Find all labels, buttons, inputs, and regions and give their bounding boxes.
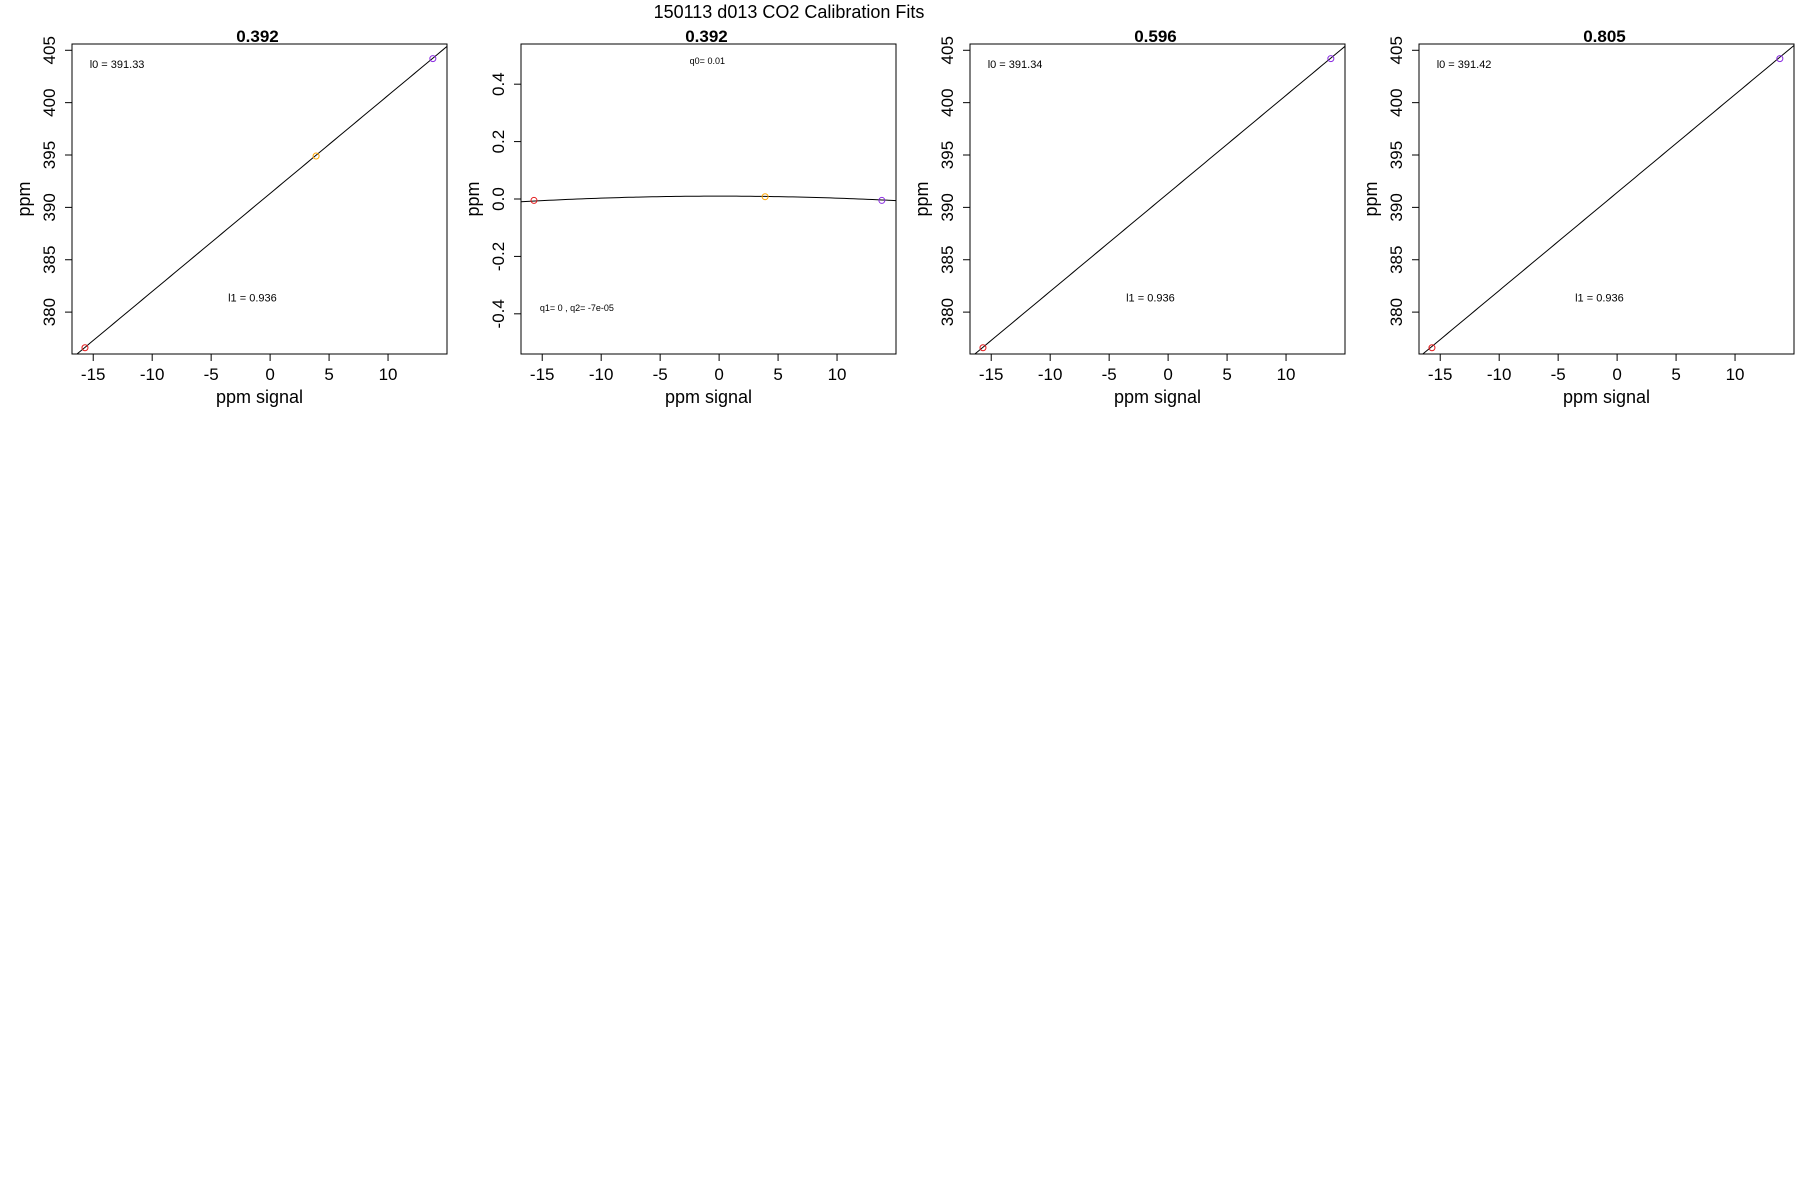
calibration-panel-1: 0.392 -15 -10 -5 0 5 10 380 385 390 395 400 405 ppm s… (14, 27, 448, 407)
figure-title: 150113 d013 CO2 Calibration Fits (654, 2, 925, 22)
x-axis-label: ppm signal (1563, 387, 1650, 407)
panel-title: 0.392 (236, 27, 279, 46)
y-tick-label: 400 (40, 88, 59, 116)
x-tick-label: 10 (1277, 365, 1296, 384)
x-tick-label: 0 (265, 365, 274, 384)
y-tick-label: 390 (1387, 193, 1406, 221)
x-tick-label: 0 (714, 365, 723, 384)
data-point (429, 55, 437, 63)
x-tick-label: -5 (204, 365, 219, 384)
panel-title: 0.392 (685, 27, 728, 46)
y-tick-label: 0.4 (489, 72, 508, 96)
y-axis-label: ppm (1361, 181, 1381, 216)
x-tick-label: 5 (1222, 365, 1231, 384)
plot-frame (71, 43, 448, 355)
data-point (878, 196, 886, 204)
calibration-panel-4: 0.805 -15 -10 -5 0 5 10 380 385 390 395 400 405 ppm s… (1361, 27, 1795, 407)
data-point (530, 196, 538, 204)
y-tick-label: 380 (40, 298, 59, 326)
fit-annotation: l0 = 391.34 (988, 59, 1043, 71)
fit-line (1422, 45, 1794, 354)
y-tick-label: 380 (938, 298, 957, 326)
fit-annotation: q1= 0 , q2= -7e-05 (540, 303, 614, 313)
y-tick-label: 405 (40, 36, 59, 64)
y-tick-label: 395 (938, 141, 957, 169)
data-point (1327, 55, 1335, 63)
x-tick-label: -5 (653, 365, 668, 384)
fit-annotation: l1 = 0.936 (1575, 293, 1624, 305)
x-tick-label: -10 (589, 365, 614, 384)
y-tick-label: 385 (1387, 246, 1406, 274)
calibration-panel-3: 0.596 -15 -10 -5 0 5 10 380 385 390 395 400 405 ppm s… (912, 27, 1346, 407)
y-tick-label: -0.2 (489, 242, 508, 271)
calibration-panel-2: 0.392 -15 -10 -5 0 5 10 -0.4 -0.2 0.0 0.2 0.4 ppm si… (463, 27, 897, 407)
data-point (312, 152, 320, 160)
x-tick-label: 5 (773, 365, 782, 384)
x-tick-label: 10 (1726, 365, 1745, 384)
fit-annotation: l0 = 391.33 (90, 59, 145, 71)
y-tick-label: 400 (938, 88, 957, 116)
data-point (979, 344, 987, 352)
fit-line (76, 46, 447, 354)
y-tick-label: -0.4 (489, 299, 508, 328)
panels-container: 0.392 -15 -10 -5 0 5 10 380 385 390 395 400 405 ppm s… (14, 27, 1795, 407)
x-axis-label: ppm signal (665, 387, 752, 407)
y-tick-label: 0.2 (489, 130, 508, 154)
plot-frame (969, 43, 1346, 355)
y-tick-label: 385 (938, 246, 957, 274)
y-tick-label: 390 (938, 193, 957, 221)
data-point (1776, 55, 1784, 63)
x-tick-label: 0 (1612, 365, 1621, 384)
y-tick-label: 380 (1387, 298, 1406, 326)
data-point (1428, 344, 1436, 352)
fit-line (974, 45, 1345, 354)
y-axis-label: ppm (14, 181, 34, 216)
y-tick-label: 400 (1387, 88, 1406, 116)
x-axis-label: ppm signal (216, 387, 303, 407)
x-tick-label: 10 (828, 365, 847, 384)
x-tick-label: -15 (81, 365, 106, 384)
x-tick-label: -15 (979, 365, 1004, 384)
x-tick-label: -10 (140, 365, 165, 384)
y-tick-label: 395 (1387, 141, 1406, 169)
y-axis-label: ppm (463, 181, 483, 216)
panel-title: 0.596 (1134, 27, 1177, 46)
fit-annotation: l1 = 0.936 (228, 293, 277, 305)
fit-annotation: q0= 0.01 (690, 56, 725, 66)
panel-title: 0.805 (1583, 27, 1626, 46)
data-point (81, 344, 89, 352)
data-point (761, 193, 769, 201)
x-tick-label: -5 (1102, 365, 1117, 384)
y-axis-label: ppm (912, 181, 932, 216)
fit-annotation: l1 = 0.936 (1126, 293, 1175, 305)
x-tick-label: 5 (324, 365, 333, 384)
x-tick-label: 10 (379, 365, 398, 384)
y-tick-label: 405 (938, 36, 957, 64)
fit-annotation: l0 = 391.42 (1437, 59, 1492, 71)
x-tick-label: -5 (1551, 365, 1566, 384)
y-tick-label: 395 (40, 141, 59, 169)
x-tick-label: -10 (1487, 365, 1512, 384)
x-tick-label: -10 (1038, 365, 1063, 384)
x-axis-label: ppm signal (1114, 387, 1201, 407)
x-tick-label: 5 (1671, 365, 1680, 384)
y-tick-label: 405 (1387, 36, 1406, 64)
y-tick-label: 0.0 (489, 187, 508, 211)
x-tick-label: -15 (1428, 365, 1453, 384)
y-tick-label: 390 (40, 193, 59, 221)
plot-frame (1418, 43, 1795, 355)
y-tick-label: 385 (40, 246, 59, 274)
fit-line (521, 195, 896, 203)
x-tick-label: -15 (530, 365, 555, 384)
x-tick-label: 0 (1163, 365, 1172, 384)
